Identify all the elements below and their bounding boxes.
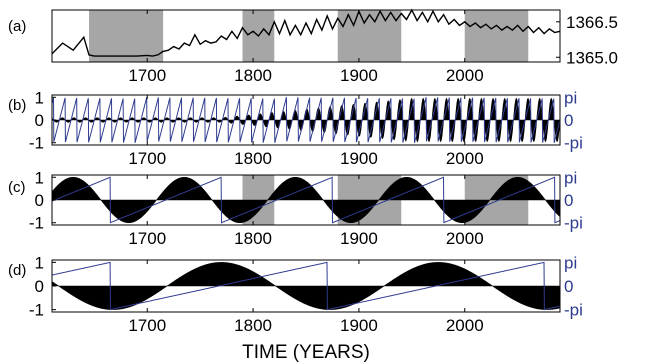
panel-label-b: (b) [8, 97, 26, 114]
phase-tick-label: -pi [564, 214, 583, 233]
x-axis-label: TIME (YEARS) [242, 342, 370, 363]
filled-signal [51, 262, 561, 310]
phase-tick-label: 0 [564, 111, 573, 130]
y-tick-label: 1365.0 [566, 48, 618, 67]
x-tick-label: 1800 [234, 229, 272, 248]
y-tick-label: 0 [35, 277, 44, 296]
x-tick-label: 1800 [234, 66, 272, 85]
x-tick-label: 1700 [128, 316, 166, 335]
y-tick-label: -1 [29, 134, 44, 153]
panel-a: (a) 1700 1800 1900 2000 1365.0 1366.5 [8, 8, 618, 85]
shaded-interval [464, 10, 529, 62]
panel-d: (d) 1700 1800 1900 2000 -1 0 1 pi 0 -pi [8, 253, 583, 335]
panel-b: (b) 1700 1800 1900 2000 -1 0 1 pi 0 -pi [8, 88, 583, 168]
x-tick-label: 1700 [128, 229, 166, 248]
y-tick-label: 0 [35, 111, 44, 130]
filled-signal [51, 177, 561, 223]
y-tick-label: 1 [35, 168, 44, 187]
x-tick-label: 2000 [446, 229, 484, 248]
phase-tick-label: 0 [564, 277, 573, 296]
x-tick-label: 1700 [128, 149, 166, 168]
panel-c: (c) 1700 1800 1900 2000 -1 0 1 pi 0 -pi [8, 168, 583, 248]
panel-label-a: (a) [8, 18, 26, 35]
x-tick-label: 1900 [340, 229, 378, 248]
y-tick-label: 1366.5 [566, 13, 618, 32]
phase-tick-label: pi [564, 88, 577, 107]
panel-label-d: (d) [8, 262, 26, 279]
x-tick-label: 2000 [446, 316, 484, 335]
phase-line [51, 176, 561, 224]
x-tick-label: 1800 [234, 316, 272, 335]
phase-line [52, 261, 561, 311]
y-tick-label: 1 [35, 88, 44, 107]
phase-line [51, 97, 561, 143]
phase-tick-label: pi [564, 168, 577, 187]
phase-tick-label: 0 [564, 191, 573, 210]
y-tick-label: -1 [29, 301, 44, 320]
phase-tick-label: -pi [564, 134, 583, 153]
x-tick-label: 1900 [340, 149, 378, 168]
y-tick-label: 1 [35, 253, 44, 272]
x-tick-label: 1900 [340, 66, 378, 85]
panel-label-c: (c) [8, 179, 26, 196]
x-tick-label: 1900 [340, 316, 378, 335]
x-tick-label: 2000 [446, 149, 484, 168]
phase-tick-label: -pi [564, 301, 583, 320]
y-tick-label: 0 [35, 191, 44, 210]
x-tick-label: 2000 [446, 66, 484, 85]
y-tick-label: -1 [29, 214, 44, 233]
plot-frame-a [51, 9, 561, 63]
tsi-series-line [51, 8, 561, 57]
phase-tick-label: pi [564, 253, 577, 272]
x-tick-label: 1800 [234, 149, 272, 168]
x-tick-label: 1700 [128, 66, 166, 85]
shaded-interval [337, 10, 402, 62]
shaded-interval [89, 10, 164, 62]
